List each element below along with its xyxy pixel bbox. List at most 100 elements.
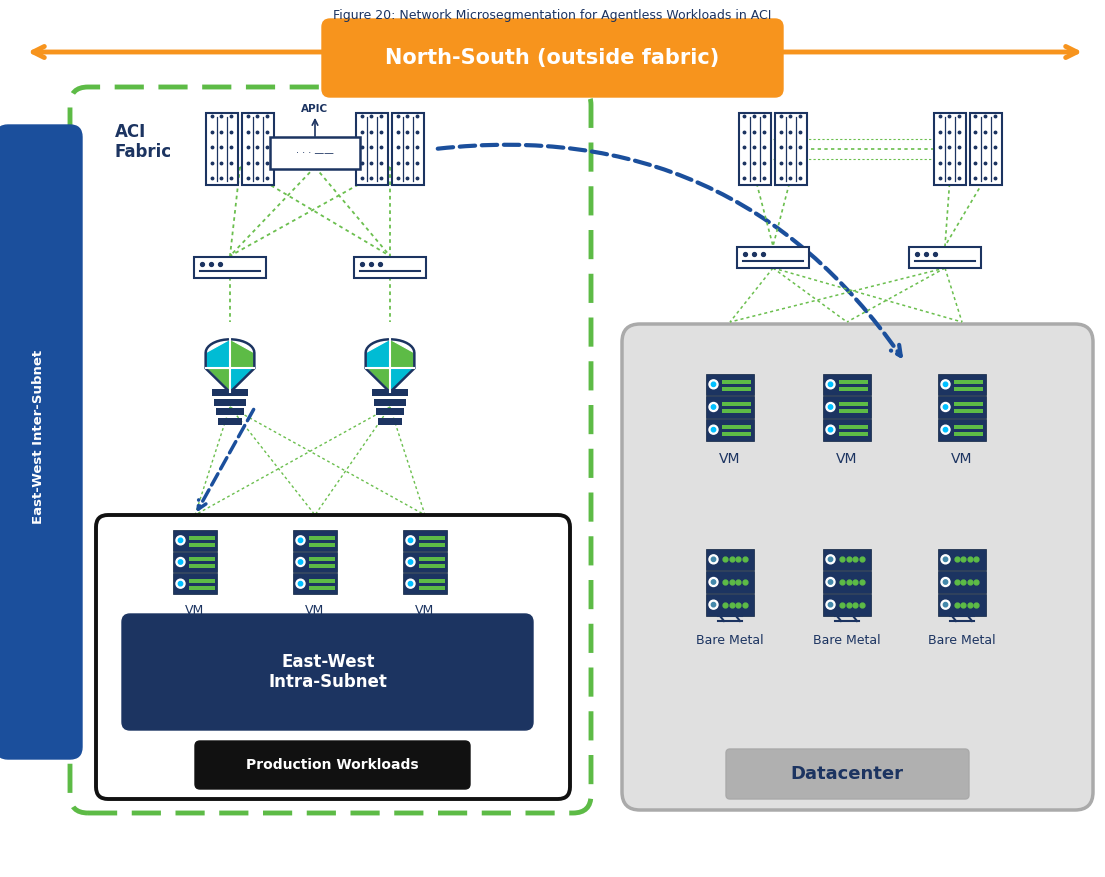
FancyBboxPatch shape	[970, 113, 1002, 185]
Text: East-West Inter-Subnet: East-West Inter-Subnet	[32, 350, 45, 524]
Circle shape	[296, 536, 305, 545]
Circle shape	[827, 403, 835, 411]
Text: ACI
Fabric: ACI Fabric	[115, 123, 172, 161]
FancyBboxPatch shape	[722, 432, 750, 436]
FancyBboxPatch shape	[938, 548, 986, 570]
FancyBboxPatch shape	[403, 552, 448, 573]
FancyBboxPatch shape	[217, 409, 244, 416]
FancyBboxPatch shape	[954, 410, 982, 413]
Circle shape	[176, 558, 185, 567]
FancyBboxPatch shape	[392, 113, 424, 185]
FancyBboxPatch shape	[419, 565, 445, 568]
FancyBboxPatch shape	[722, 380, 750, 383]
Text: VM: VM	[951, 452, 972, 466]
FancyBboxPatch shape	[206, 113, 238, 185]
FancyBboxPatch shape	[823, 548, 871, 570]
FancyBboxPatch shape	[293, 574, 337, 594]
Circle shape	[406, 536, 415, 545]
FancyBboxPatch shape	[419, 558, 445, 561]
FancyBboxPatch shape	[309, 558, 336, 561]
Text: · · · ——: · · · ——	[296, 148, 334, 158]
Polygon shape	[366, 339, 390, 368]
Polygon shape	[366, 368, 390, 392]
FancyBboxPatch shape	[376, 409, 403, 416]
FancyBboxPatch shape	[309, 579, 336, 583]
Text: VM: VM	[186, 603, 204, 617]
Circle shape	[827, 555, 835, 564]
Polygon shape	[206, 339, 230, 368]
Text: Production Workloads: Production Workloads	[245, 758, 419, 772]
FancyBboxPatch shape	[218, 418, 242, 425]
FancyBboxPatch shape	[823, 571, 871, 593]
FancyBboxPatch shape	[419, 579, 445, 583]
FancyBboxPatch shape	[622, 324, 1093, 810]
FancyBboxPatch shape	[823, 374, 871, 396]
Circle shape	[827, 600, 835, 610]
Text: Bare Metal: Bare Metal	[813, 633, 881, 646]
FancyBboxPatch shape	[194, 741, 470, 789]
Circle shape	[712, 427, 716, 431]
FancyBboxPatch shape	[375, 399, 406, 406]
FancyBboxPatch shape	[173, 552, 217, 573]
FancyBboxPatch shape	[293, 530, 337, 551]
Circle shape	[712, 602, 716, 607]
FancyBboxPatch shape	[823, 419, 871, 440]
Circle shape	[944, 602, 948, 607]
Circle shape	[712, 580, 716, 584]
Circle shape	[296, 579, 305, 588]
FancyBboxPatch shape	[722, 387, 750, 390]
Circle shape	[709, 600, 718, 610]
Text: Bare Metal: Bare Metal	[696, 633, 764, 646]
Circle shape	[941, 555, 950, 564]
Circle shape	[176, 536, 185, 545]
FancyBboxPatch shape	[419, 586, 445, 590]
Circle shape	[829, 557, 833, 561]
Circle shape	[409, 560, 412, 564]
FancyBboxPatch shape	[403, 574, 448, 594]
Text: VM: VM	[719, 452, 740, 466]
FancyBboxPatch shape	[403, 530, 448, 551]
Polygon shape	[230, 339, 254, 368]
FancyBboxPatch shape	[739, 113, 771, 185]
FancyBboxPatch shape	[954, 380, 982, 383]
Circle shape	[712, 382, 716, 387]
FancyBboxPatch shape	[954, 425, 982, 429]
Circle shape	[941, 403, 950, 411]
FancyBboxPatch shape	[214, 399, 245, 406]
Text: APIC: APIC	[302, 104, 328, 114]
Circle shape	[178, 581, 182, 586]
Circle shape	[829, 427, 833, 431]
FancyBboxPatch shape	[706, 374, 754, 396]
Circle shape	[709, 403, 718, 411]
FancyBboxPatch shape	[189, 565, 215, 568]
Text: VM: VM	[305, 603, 325, 617]
FancyBboxPatch shape	[775, 113, 807, 185]
FancyBboxPatch shape	[356, 113, 388, 185]
FancyBboxPatch shape	[419, 543, 445, 546]
FancyBboxPatch shape	[839, 410, 867, 413]
FancyBboxPatch shape	[212, 389, 248, 396]
Circle shape	[178, 560, 182, 564]
Circle shape	[709, 380, 718, 389]
Text: Figure 20: Network Microsegmentation for Agentless Workloads in ACI: Figure 20: Network Microsegmentation for…	[333, 9, 771, 22]
FancyBboxPatch shape	[189, 536, 215, 539]
Text: VM: VM	[415, 603, 434, 617]
FancyBboxPatch shape	[934, 113, 966, 185]
FancyBboxPatch shape	[706, 548, 754, 570]
FancyBboxPatch shape	[706, 594, 754, 616]
FancyBboxPatch shape	[706, 419, 754, 440]
FancyBboxPatch shape	[938, 374, 986, 396]
Text: Bare Metal: Bare Metal	[928, 633, 996, 646]
Circle shape	[829, 580, 833, 584]
FancyBboxPatch shape	[823, 594, 871, 616]
Circle shape	[296, 558, 305, 567]
FancyBboxPatch shape	[839, 432, 867, 436]
Circle shape	[406, 579, 415, 588]
Polygon shape	[206, 368, 230, 392]
FancyBboxPatch shape	[823, 396, 871, 417]
Circle shape	[941, 577, 950, 587]
Circle shape	[829, 602, 833, 607]
FancyBboxPatch shape	[309, 543, 336, 546]
FancyBboxPatch shape	[954, 387, 982, 390]
FancyBboxPatch shape	[309, 536, 336, 539]
